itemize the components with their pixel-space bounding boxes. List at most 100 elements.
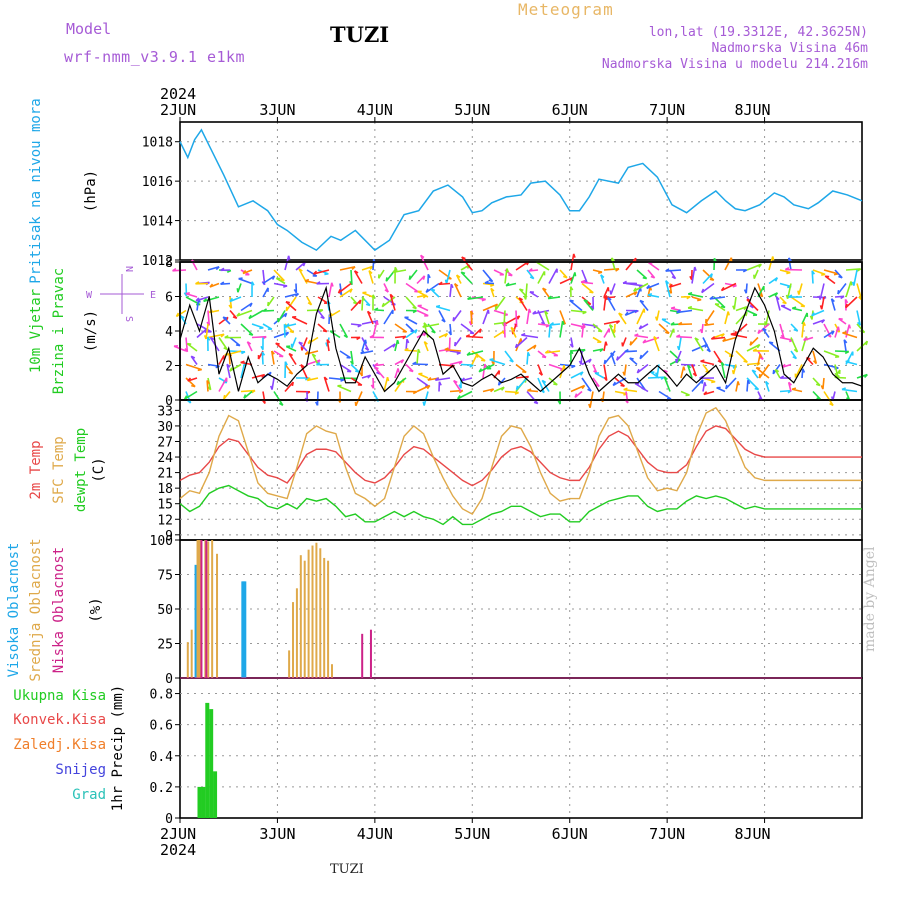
mid_cloud-bar <box>327 560 330 678</box>
wind-arrow <box>262 391 266 404</box>
wind-arrow <box>592 377 600 387</box>
wind-arrow-head <box>829 402 834 407</box>
wind-arrow-head <box>302 262 306 267</box>
wind-arrow-head <box>396 380 400 386</box>
wind-arrow-head <box>670 306 676 310</box>
wind-arrow <box>521 334 539 339</box>
wind-arrow-head <box>364 339 368 344</box>
wind-arrow-head <box>298 341 303 345</box>
wind-arrow-head <box>864 374 868 379</box>
wind-arrow <box>317 323 328 333</box>
wind-arrow-head <box>830 298 835 303</box>
wind-arrow <box>603 364 608 381</box>
wind-arrow <box>526 308 531 325</box>
wind-arrow-head <box>622 371 626 376</box>
wind-arrow <box>350 350 354 365</box>
wind-arrow-head <box>349 280 353 286</box>
wind-arrow <box>317 310 325 319</box>
wind-arrow-head <box>793 328 798 332</box>
wind-arrow-head <box>456 352 461 355</box>
wind-arrow-head <box>603 294 608 299</box>
wind-arrow-head <box>624 348 629 353</box>
wind-arrow <box>404 349 418 352</box>
wind-arrow <box>633 282 649 292</box>
wind-arrow <box>634 382 649 393</box>
wind-arrow <box>489 358 506 366</box>
wind-arrow <box>184 390 198 400</box>
wind-arrow <box>687 307 704 312</box>
wind-arrow <box>746 377 760 391</box>
wind-arrow-head <box>484 363 487 369</box>
wind-arrow-head <box>784 267 790 271</box>
precip-legend-entry: Zaledj.Kisa <box>13 737 106 753</box>
wind-arrow <box>658 390 672 400</box>
wind-arrow-head <box>369 265 374 270</box>
mid-cloud-axis-title: Srednja Oblacnost <box>28 538 44 681</box>
wind-arrow <box>647 376 665 379</box>
compass-north: N <box>123 266 134 272</box>
mid_cloud-bar <box>186 642 189 678</box>
wind-arrow <box>248 309 264 320</box>
wind-arrow-head <box>357 324 362 328</box>
wind-arrow <box>845 360 858 366</box>
wind-arrow <box>277 310 286 323</box>
wind-arrow-head <box>676 309 681 314</box>
wind-arrow-head <box>811 270 815 275</box>
wind-arrow <box>449 350 461 354</box>
wind-arrow-head <box>599 348 604 353</box>
wind-arrow-head <box>203 297 208 302</box>
wind-arrow-head <box>246 341 252 345</box>
wind-arrow <box>537 350 547 359</box>
wind-arrow <box>445 269 451 284</box>
wind-arrow-head <box>271 350 275 355</box>
y-tick-label: 25 <box>157 638 173 653</box>
wind-arrow-head <box>248 314 252 319</box>
wind-arrow-head <box>623 387 628 391</box>
wind-arrow <box>454 337 462 347</box>
wind-arrow <box>526 390 539 405</box>
wind-arrow-head <box>792 306 797 310</box>
wind-arrow <box>526 269 535 280</box>
wind-arrow <box>526 352 529 365</box>
wind-arrow <box>493 269 505 276</box>
wind-arrow-head <box>605 341 608 346</box>
wind-arrow-head <box>172 268 177 272</box>
mid_cloud-bar <box>303 560 306 678</box>
wind-arrow-head <box>283 323 288 329</box>
y-tick-label: 15 <box>157 498 173 513</box>
wind-arrow-head <box>220 267 225 272</box>
wind-arrow-head <box>821 319 826 324</box>
wind-arrow-head <box>509 359 514 363</box>
wind-arrow-head <box>629 357 634 360</box>
wind-arrow-head <box>569 299 574 302</box>
wind-arrow <box>663 376 671 392</box>
wind-arrow-head <box>259 327 264 330</box>
wind-arrow-head <box>572 253 576 258</box>
wind-arrow-head <box>467 296 472 300</box>
wind-arrow-head <box>820 385 824 390</box>
wind-arrow <box>240 302 253 312</box>
wind-arrow-head <box>788 381 792 386</box>
mid_cloud-bar <box>307 549 310 678</box>
wind-arrow-head <box>223 394 226 400</box>
wind-arrow-head <box>848 324 852 329</box>
wind-arrow-head <box>745 312 748 317</box>
wind-arrow <box>711 336 726 340</box>
y-tick-label: 8 <box>165 256 173 271</box>
precip-axis-title: 1hr Precip (mm) <box>110 685 126 811</box>
wind-arrow-head <box>444 347 449 351</box>
wind-arrow <box>240 361 246 379</box>
station-title: TUZI <box>330 22 390 47</box>
wind-arrow-head <box>843 339 848 344</box>
wind-arrow <box>449 284 453 298</box>
wind-arrow-head <box>845 359 850 363</box>
wind-arrow-head <box>229 297 234 302</box>
wind-arrow <box>185 363 202 371</box>
low_cloud-bar <box>205 540 208 678</box>
wind-arrow <box>262 275 275 285</box>
wind-arrow <box>350 299 362 312</box>
wind-arrow <box>762 328 770 338</box>
x-day-label-bottom: 8JUN <box>734 825 770 843</box>
wind-arrow <box>218 377 228 392</box>
x-day-label-top: 2JUN <box>160 101 196 119</box>
